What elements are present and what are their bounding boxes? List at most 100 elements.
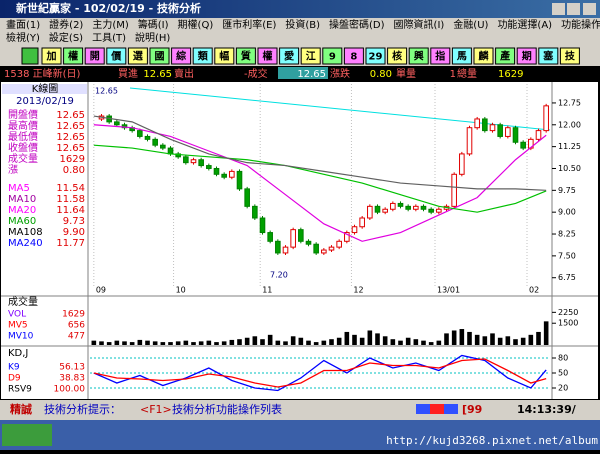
menu-item[interactable]: 期權(Q) [178, 18, 214, 31]
toolbar-button[interactable] [171, 47, 192, 65]
y-tick-label: 10.50 [558, 164, 581, 173]
menu-item[interactable]: 說明(H) [135, 31, 170, 44]
toolbar-button[interactable] [106, 47, 127, 65]
volume-bar [382, 336, 388, 345]
menu-item[interactable]: 工具(T) [92, 32, 126, 44]
quote-label: 成交量 [8, 152, 38, 165]
toolbar-label: 塞 [543, 50, 554, 63]
menu-item[interactable]: 設定(S) [49, 31, 83, 44]
menu-item[interactable]: 操盤密碼(D) [329, 18, 385, 31]
toolbar-button[interactable] [257, 47, 278, 65]
total-label: 總量 [457, 67, 477, 80]
volume-bar [99, 341, 104, 345]
volume-bar [129, 342, 135, 345]
toolbar-button[interactable] [149, 47, 170, 65]
ma-value: 11.54 [56, 183, 85, 194]
candle-body [344, 232, 350, 242]
min-button[interactable] [552, 3, 565, 15]
volume-bar [459, 329, 465, 345]
menu-item[interactable]: 匯市利率(E) [222, 18, 276, 31]
volume-bar [260, 339, 265, 345]
menu-item[interactable]: 主力(M) [92, 18, 129, 31]
y-tick-label: 12.75 [558, 98, 581, 107]
menu-item[interactable]: 證券(2) [49, 18, 83, 31]
candle-body [252, 205, 258, 219]
candle-body [413, 205, 419, 210]
volume-bar [244, 337, 250, 345]
toolbar-button[interactable] [451, 47, 472, 65]
legend-label: MV10 [8, 332, 34, 342]
volume-bar [229, 339, 235, 345]
toolbar-button[interactable] [538, 47, 559, 65]
menu-item[interactable]: 國際資訊(I) [394, 18, 445, 31]
menu-item[interactable]: 功能操作(E) [561, 18, 600, 31]
volume-bar [451, 330, 457, 345]
toolbar-button[interactable] [559, 47, 580, 65]
volume-bar [428, 342, 434, 345]
start-button[interactable] [2, 424, 52, 446]
legend-value: 477 [68, 332, 85, 342]
menu-item[interactable]: 畫面(1) [6, 18, 40, 31]
quote-label: 漲 [8, 164, 18, 176]
menu-item[interactable]: 功能選擇(A) [497, 18, 552, 31]
menu-item[interactable]: 金融(U) [453, 18, 488, 31]
toolbar-button[interactable] [300, 47, 321, 65]
candle-body [305, 240, 312, 245]
quote-label: 最低價 [8, 130, 38, 143]
trade-box [278, 67, 328, 79]
menu-item[interactable]: 檢視(Y) [6, 31, 40, 44]
toolbar-button[interactable] [387, 47, 408, 65]
menu-item[interactable]: 投資(B) [285, 18, 320, 31]
max-button[interactable] [567, 3, 580, 15]
toolbar-button[interactable] [63, 47, 84, 65]
candle-body [137, 130, 143, 137]
legend-value: 656 [68, 321, 85, 331]
toolbar-button[interactable] [408, 47, 429, 65]
toolbar-button[interactable] [84, 47, 105, 65]
close-button[interactable] [583, 3, 596, 15]
candle-body [267, 232, 273, 242]
toolbar-button[interactable] [127, 47, 148, 65]
candle-body [259, 217, 266, 234]
candle-body [451, 173, 457, 207]
candle-body [244, 188, 250, 207]
candle-body [405, 205, 411, 210]
volume-bar [145, 340, 150, 345]
toolbar-button[interactable] [516, 47, 537, 65]
y-tick-label: 1500 [558, 319, 578, 328]
toolbar-button[interactable] [365, 47, 386, 65]
ma-line [93, 124, 547, 242]
toolbar-button[interactable] [235, 47, 256, 65]
volume-bar [367, 330, 373, 345]
toolbar-label: 價 [110, 50, 122, 63]
candle-body [382, 208, 388, 213]
search-button[interactable] [21, 47, 39, 65]
quote-value: 12.65 [56, 110, 85, 121]
toolbar-label: 核 [392, 50, 402, 63]
candle-body [183, 156, 189, 164]
toolbar-button[interactable] [41, 47, 62, 65]
toolbar-button[interactable] [322, 47, 343, 65]
legend-label: D9 [8, 374, 21, 384]
toolbar-button[interactable] [192, 47, 213, 65]
volume-bar [152, 341, 158, 345]
toolbar-button[interactable] [343, 47, 364, 65]
volume-bar [390, 339, 396, 345]
toolbar-button[interactable] [214, 47, 235, 65]
volume-bar [398, 340, 403, 345]
candle-body [390, 202, 396, 210]
volume-bar [137, 339, 143, 345]
toolbar-button[interactable] [430, 47, 451, 65]
toolbar-label: 產 [499, 50, 510, 63]
candle-body [275, 240, 281, 254]
candle-body [474, 118, 480, 129]
menu-item[interactable]: 籌碼(I) [138, 18, 169, 31]
ma-label: MA108 [8, 227, 43, 238]
toolbar-button[interactable] [473, 47, 494, 65]
toolbar-button[interactable] [495, 47, 516, 65]
toolbar-button[interactable] [279, 47, 300, 65]
toolbar-label: 指 [435, 50, 445, 63]
trade: 12.65 [297, 69, 326, 80]
volume-bar [214, 342, 219, 345]
